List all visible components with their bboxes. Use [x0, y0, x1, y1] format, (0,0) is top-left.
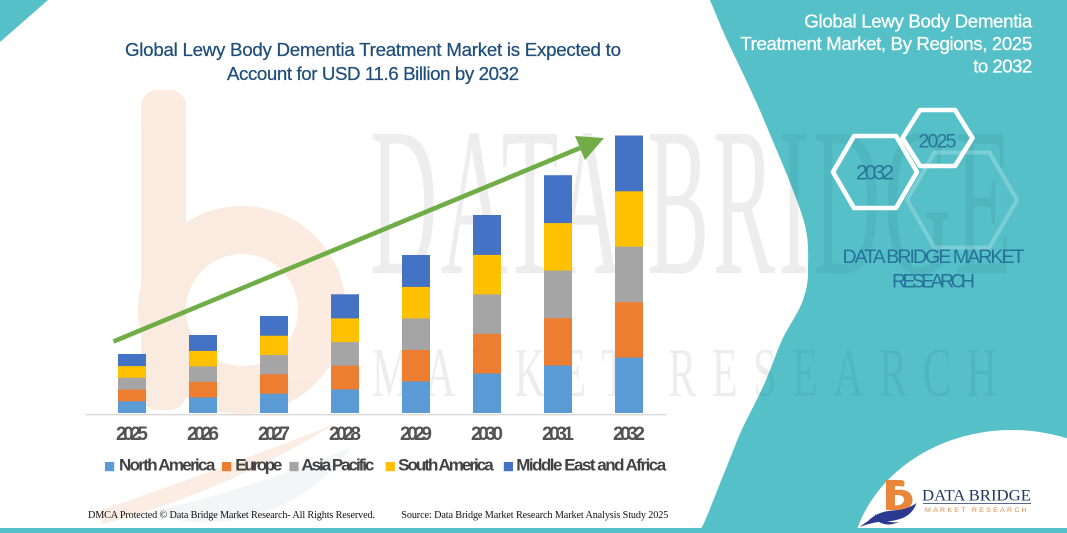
svg-text:2032: 2032 — [613, 424, 645, 445]
svg-text:Global Lewy Body Dementia: Global Lewy Body Dementia — [804, 10, 1033, 31]
svg-text:DMCA Protected © Data Bridge M: DMCA Protected © Data Bridge Market Rese… — [88, 510, 375, 521]
svg-text:2027: 2027 — [258, 424, 290, 445]
svg-text:2026: 2026 — [187, 424, 219, 445]
svg-text:MARKET RESEARCH: MARKET RESEARCH — [925, 508, 1029, 514]
svg-text:Middle East and Africa: Middle East and Africa — [516, 456, 667, 475]
svg-text:Asia Pacific: Asia Pacific — [301, 456, 374, 475]
svg-text:DATA BRIDGE: DATA BRIDGE — [922, 488, 1031, 505]
svg-text:2025: 2025 — [116, 424, 148, 445]
svg-text:Account for USD 11.6 Billion b: Account for USD 11.6 Billion by 2032 — [227, 63, 519, 84]
svg-text:Europe: Europe — [235, 456, 282, 475]
svg-text:2031: 2031 — [542, 424, 574, 445]
svg-text:2025: 2025 — [919, 130, 957, 152]
svg-text:Source: Data Bridge Market Res: Source: Data Bridge Market Research Mark… — [401, 510, 668, 521]
svg-text:RESEARCH: RESEARCH — [892, 271, 975, 293]
svg-text:2029: 2029 — [400, 424, 432, 445]
svg-text:2028: 2028 — [329, 424, 361, 445]
svg-text:to 2032: to 2032 — [973, 56, 1032, 77]
svg-text:North America: North America — [119, 456, 216, 475]
svg-text:DATA BRIDGE MARKET: DATA BRIDGE MARKET — [843, 246, 1025, 268]
svg-text:2030: 2030 — [471, 424, 503, 445]
svg-text:Treatment Market, By Regions,: Treatment Market, By Regions, 2025 — [740, 33, 1032, 54]
svg-text:Global Lewy Body Dementia Trea: Global Lewy Body Dementia Treatment Mark… — [125, 39, 621, 60]
svg-text:2032: 2032 — [856, 161, 894, 184]
svg-text:South America: South America — [398, 456, 494, 475]
